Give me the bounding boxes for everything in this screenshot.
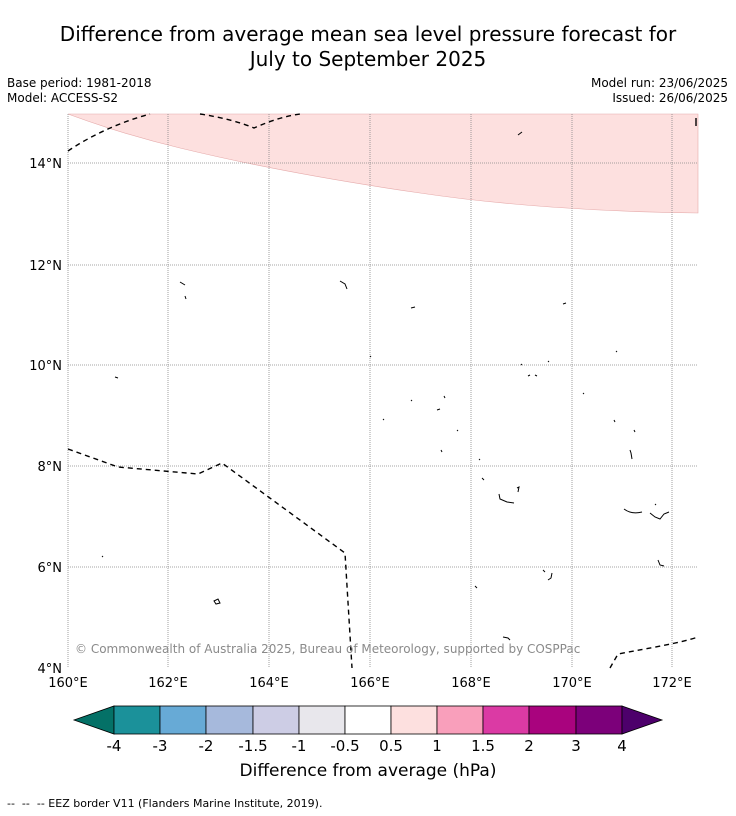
model-run: Model run: 23/06/2025 [590,76,728,90]
cb-tick-9: 1.5 [471,737,495,755]
colorbar-bin-4 [252,705,300,735]
title-line-1: Difference from average mean sea level p… [59,22,677,46]
cb-tick-6: -0.5 [330,737,359,755]
colorbar [72,705,664,735]
lat-label-12n: 12°N [29,259,62,274]
lon-label-160e: 160°E [48,676,88,691]
lon-label-162e: 162°E [148,676,188,691]
eez-borders [67,113,699,669]
colorbar-bin-8 [436,705,484,735]
title-line-2: July to September 2025 [249,47,487,71]
colorbar-bin-5 [298,705,346,735]
cb-tick-7: 0.5 [379,737,403,755]
lat-label-14n: 14°N [29,157,62,172]
lon-label-166e: 166°E [350,676,390,691]
lon-labels: 160°E 162°E 164°E 166°E 168°E 170°E 172°… [48,676,692,691]
model-name: Model: ACCESS-S2 [7,91,119,105]
lon-label-172e: 172°E [652,676,692,691]
cb-tick-4: -1.5 [238,737,267,755]
lon-label-164e: 164°E [249,676,289,691]
lat-labels: 14°N 12°N 10°N 8°N 6°N 4°N [29,157,62,677]
cb-tick-10: 2 [524,737,534,755]
anomaly-region-1-hpa [67,113,699,214]
colorbar-bin-1 [113,705,161,735]
colorbar-bin-11 [575,705,623,735]
copyright-notice: © Commonwealth of Australia 2025, Bureau… [75,642,580,656]
cb-tick-12: 4 [617,737,627,755]
cb-tick-8: 1 [432,737,442,755]
lat-label-10n: 10°N [29,359,62,374]
colorbar-ticks: -4 -3 -2 -1.5 -1 -0.5 0.5 1 1.5 2 3 4 [107,737,627,755]
lon-label-170e: 170°E [552,676,592,691]
cb-tick-2: -3 [153,737,168,755]
base-period: Base period: 1981-2018 [7,76,152,90]
cb-tick-5: -1 [292,737,307,755]
colorbar-bin-3 [205,705,254,735]
colorbar-bin-2 [159,705,207,735]
eez-legend: -- -- -- EEZ border V11 (Flanders Marine… [7,797,323,810]
lon-label-168e: 168°E [451,676,491,691]
meta-right: Model run: 23/06/2025 Issued: 26/06/2025 [591,76,728,106]
colorbar-bin-7 [390,705,438,735]
colorbar-bin-9 [482,705,530,735]
meta-left: Base period: 1981-2018 Model: ACCESS-S2 [7,76,152,106]
islands [101,131,670,641]
colorbar-title: Difference from average (hPa) [239,761,497,781]
colorbar-high-extension [621,705,664,735]
gridlines [68,114,698,668]
lat-label-4n: 4°N [38,662,63,677]
cb-tick-3: -2 [199,737,214,755]
lat-label-8n: 8°N [38,460,63,475]
colorbar-low-extension [72,705,115,735]
cb-tick-1: -4 [107,737,122,755]
lat-label-6n: 6°N [38,561,63,576]
colorbar-bin-10 [528,705,577,735]
cb-tick-11: 3 [571,737,581,755]
colorbar-bin-6 [344,705,392,735]
chart-title: Difference from average mean sea level p… [0,22,736,72]
issued-date: Issued: 26/06/2025 [612,91,728,105]
